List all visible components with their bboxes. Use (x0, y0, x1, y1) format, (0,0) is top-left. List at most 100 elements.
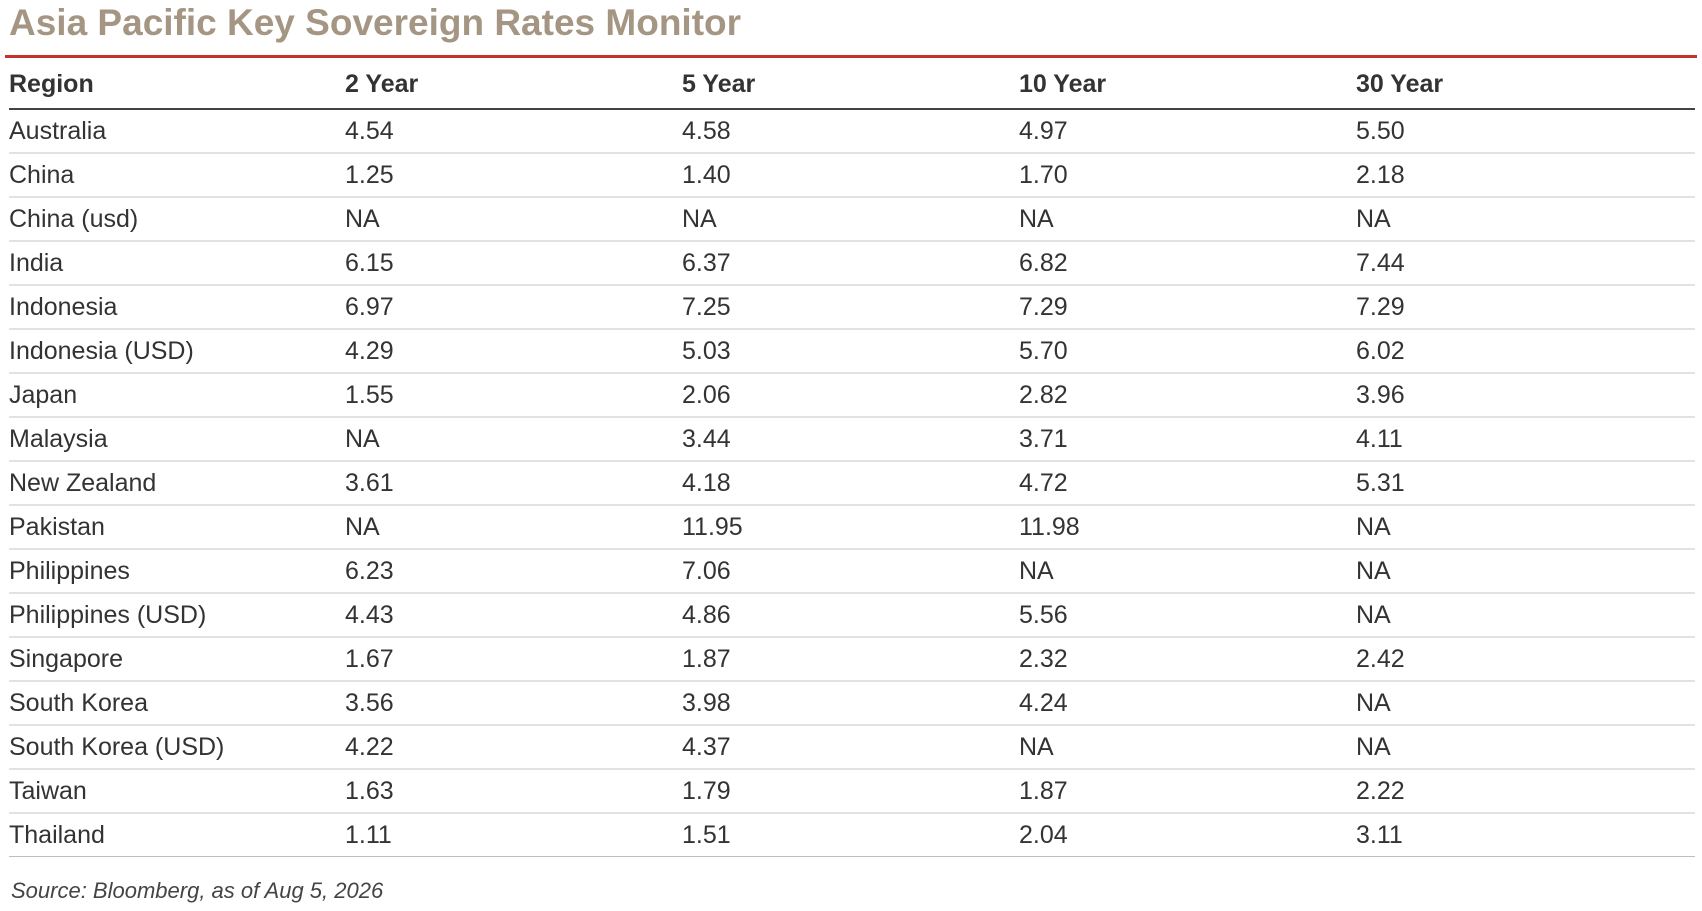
rate-30-year-cell: 7.44 (1356, 241, 1695, 286)
rate-5-year-cell: 1.40 (682, 153, 1019, 198)
region-cell: South Korea (USD) (9, 725, 345, 770)
table-row: Indonesia 6.97 7.25 7.29 7.29 (9, 285, 1695, 330)
rate-30-year-cell: 7.29 (1356, 285, 1695, 330)
region-cell: Thailand (9, 813, 345, 857)
rate-10-year-cell: 7.29 (1019, 285, 1356, 330)
rate-10-year-cell: 3.71 (1019, 417, 1356, 462)
rate-5-year-cell: 7.25 (682, 285, 1019, 330)
rate-5-year-cell: 4.37 (682, 725, 1019, 770)
column-header-2-year: 2 Year (345, 60, 682, 110)
rate-2-year-cell: 4.22 (345, 725, 682, 770)
column-header-30-year: 30 Year (1356, 60, 1695, 110)
rate-5-year-cell: 5.03 (682, 329, 1019, 374)
rate-30-year-cell: 3.11 (1356, 813, 1695, 857)
rate-2-year-cell: 3.61 (345, 461, 682, 506)
rate-10-year-cell: 5.56 (1019, 593, 1356, 638)
page-title: Asia Pacific Key Sovereign Rates Monitor (9, 2, 742, 43)
table-row: Malaysia NA 3.44 3.71 4.11 (9, 417, 1695, 462)
rate-10-year-cell: 1.70 (1019, 153, 1356, 198)
rate-5-year-cell: 2.06 (682, 373, 1019, 418)
rate-5-year-cell: 4.58 (682, 109, 1019, 154)
region-cell: Indonesia (9, 285, 345, 330)
region-cell: South Korea (9, 681, 345, 726)
rate-30-year-cell: NA (1356, 681, 1695, 726)
region-cell: Pakistan (9, 505, 345, 550)
rate-30-year-cell: 5.31 (1356, 461, 1695, 506)
region-cell: Philippines (9, 549, 345, 594)
region-cell: Australia (9, 109, 345, 154)
rate-30-year-cell: 6.02 (1356, 329, 1695, 374)
rate-2-year-cell: 1.55 (345, 373, 682, 418)
rate-5-year-cell: 3.44 (682, 417, 1019, 462)
region-cell: Indonesia (USD) (9, 329, 345, 374)
table-row: New Zealand 3.61 4.18 4.72 5.31 (9, 461, 1695, 506)
rate-2-year-cell: NA (345, 417, 682, 462)
rate-30-year-cell: 2.42 (1356, 637, 1695, 682)
region-cell: China (9, 153, 345, 198)
rate-5-year-cell: 4.86 (682, 593, 1019, 638)
table-row: Japan 1.55 2.06 2.82 3.96 (9, 373, 1695, 418)
rate-2-year-cell: 6.15 (345, 241, 682, 286)
region-cell: Malaysia (9, 417, 345, 462)
table-body: Australia 4.54 4.58 4.97 5.50 China 1.25 1.40 1.… (9, 109, 1695, 857)
rate-10-year-cell: 6.82 (1019, 241, 1356, 286)
table-row: South Korea (USD) 4.22 4.37 NA NA (9, 725, 1695, 770)
rate-10-year-cell: 4.24 (1019, 681, 1356, 726)
rate-5-year-cell: 11.95 (682, 505, 1019, 550)
rate-2-year-cell: 1.11 (345, 813, 682, 857)
rate-5-year-cell: 6.37 (682, 241, 1019, 286)
region-cell: China (usd) (9, 197, 345, 242)
title-divider (5, 55, 1697, 58)
rates-table: Region 2 Year 5 Year 10 Year 30 Year Aus… (9, 60, 1695, 857)
rate-30-year-cell: NA (1356, 505, 1695, 550)
table-row: China 1.25 1.40 1.70 2.18 (9, 153, 1695, 198)
rate-2-year-cell: 1.63 (345, 769, 682, 814)
rate-10-year-cell: 4.72 (1019, 461, 1356, 506)
rate-5-year-cell: 1.79 (682, 769, 1019, 814)
rate-5-year-cell: 3.98 (682, 681, 1019, 726)
region-cell: New Zealand (9, 461, 345, 506)
region-cell: Japan (9, 373, 345, 418)
table-row: Pakistan NA 11.95 11.98 NA (9, 505, 1695, 550)
rate-10-year-cell: 5.70 (1019, 329, 1356, 374)
rate-10-year-cell: NA (1019, 197, 1356, 242)
rate-10-year-cell: 2.04 (1019, 813, 1356, 857)
rate-5-year-cell: 1.87 (682, 637, 1019, 682)
rate-5-year-cell: NA (682, 197, 1019, 242)
rate-10-year-cell: NA (1019, 549, 1356, 594)
rate-30-year-cell: 3.96 (1356, 373, 1695, 418)
rate-2-year-cell: 4.43 (345, 593, 682, 638)
rate-2-year-cell: NA (345, 197, 682, 242)
rate-10-year-cell: 11.98 (1019, 505, 1356, 550)
region-cell: Philippines (USD) (9, 593, 345, 638)
source-note: Source: Bloomberg, as of Aug 5, 2026 (11, 878, 384, 903)
rate-30-year-cell: NA (1356, 197, 1695, 242)
rate-2-year-cell: 6.23 (345, 549, 682, 594)
rate-2-year-cell: 1.25 (345, 153, 682, 198)
column-header-10-year: 10 Year (1019, 60, 1356, 110)
table-row: Philippines 6.23 7.06 NA NA (9, 549, 1695, 594)
table-row: Singapore 1.67 1.87 2.32 2.42 (9, 637, 1695, 682)
table-row: Taiwan 1.63 1.79 1.87 2.22 (9, 769, 1695, 814)
rate-30-year-cell: NA (1356, 549, 1695, 594)
rate-30-year-cell: 2.18 (1356, 153, 1695, 198)
table-row: Thailand 1.11 1.51 2.04 3.11 (9, 813, 1695, 857)
header-row: Region 2 Year 5 Year 10 Year 30 Year (9, 60, 1695, 110)
rate-30-year-cell: 4.11 (1356, 417, 1695, 462)
rate-30-year-cell: NA (1356, 593, 1695, 638)
rate-5-year-cell: 1.51 (682, 813, 1019, 857)
rate-30-year-cell: 5.50 (1356, 109, 1695, 154)
rate-10-year-cell: 2.82 (1019, 373, 1356, 418)
rate-2-year-cell: 4.54 (345, 109, 682, 154)
rate-30-year-cell: NA (1356, 725, 1695, 770)
rate-10-year-cell: 4.97 (1019, 109, 1356, 154)
rate-5-year-cell: 7.06 (682, 549, 1019, 594)
table-row: China (usd) NA NA NA NA (9, 197, 1695, 242)
rate-2-year-cell: 3.56 (345, 681, 682, 726)
table-row: Indonesia (USD) 4.29 5.03 5.70 6.02 (9, 329, 1695, 374)
rate-2-year-cell: 4.29 (345, 329, 682, 374)
region-cell: Taiwan (9, 769, 345, 814)
table-row: India 6.15 6.37 6.82 7.44 (9, 241, 1695, 286)
rate-10-year-cell: 1.87 (1019, 769, 1356, 814)
rate-2-year-cell: 6.97 (345, 285, 682, 330)
